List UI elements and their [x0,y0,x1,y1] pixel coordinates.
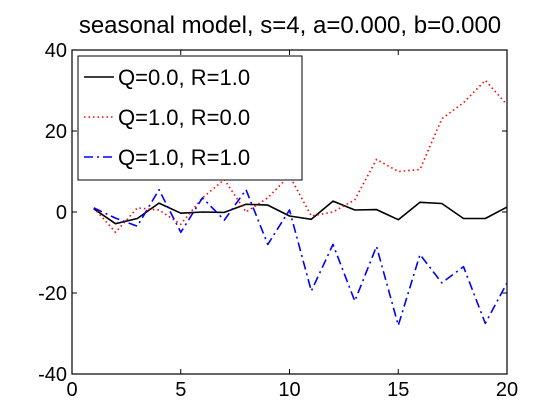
y-tick-label: 40 [45,40,67,62]
legend-label: Q=1.0, R=1.0 [118,145,250,170]
y-tick-label: 20 [45,121,67,143]
x-tick-label: 20 [496,379,518,401]
series-line-1 [93,200,508,225]
y-tick-label: 0 [56,202,67,224]
y-tick-label: -20 [38,283,67,305]
series-line-3 [93,188,508,327]
axis-ticks: 0 5 10 15 20 -40 -20 0 20 40 [38,40,518,401]
y-tick-label: -40 [38,364,67,386]
series-layer [93,79,508,327]
x-tick-label: 5 [175,379,186,401]
legend-label: Q=1.0, R=0.0 [118,105,250,130]
x-tick-label: 10 [278,379,300,401]
x-tick-label: 15 [387,379,409,401]
legend: Q=0.0, R=1.0 Q=1.0, R=0.0 Q=1.0, R=1.0 [77,55,303,181]
legend-box [77,55,303,181]
x-tick-label: 0 [66,379,77,401]
legend-label: Q=0.0, R=1.0 [118,65,250,90]
chart-title: seasonal model, s=4, a=0.000, b=0.000 [79,12,501,39]
